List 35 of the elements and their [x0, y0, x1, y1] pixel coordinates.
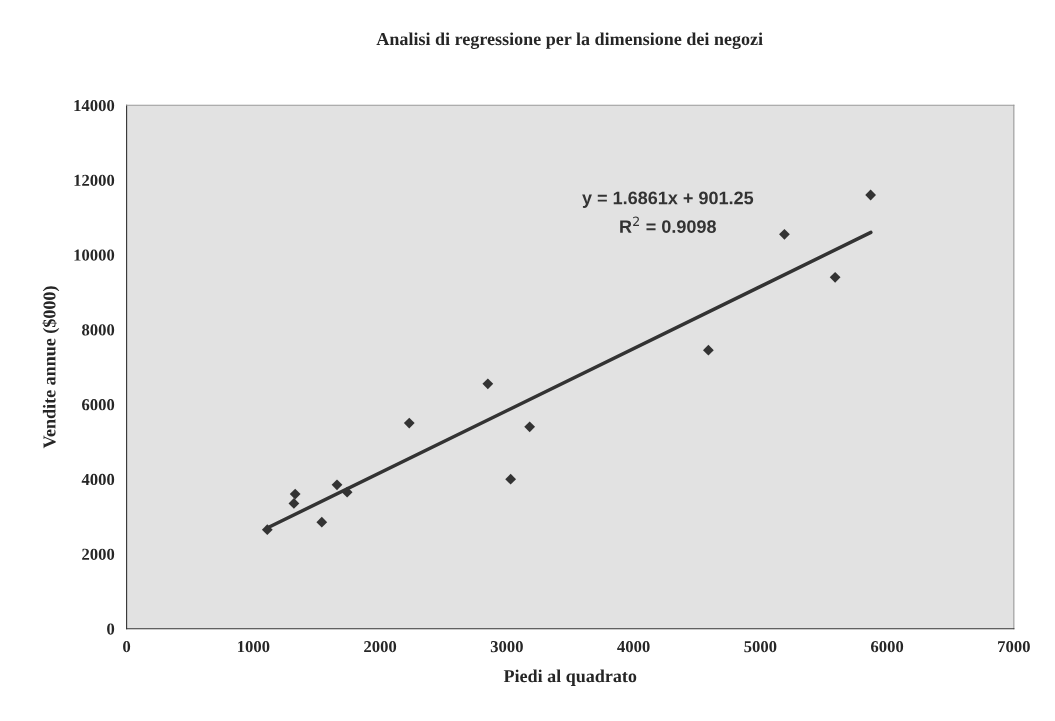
y-tick-label: 4000 [81, 473, 115, 486]
y-tick-label: 8000 [82, 324, 115, 336]
point [703, 344, 714, 356]
point [316, 516, 328, 528]
x-tick-label: 5000 [744, 641, 777, 653]
point [779, 228, 790, 240]
x-tick-label: 2000 [364, 641, 397, 653]
point [261, 524, 273, 536]
point [865, 189, 877, 201]
annotation: y = 1.6861x + 901.25 [582, 191, 754, 208]
annotation: R$^{2}$ = 0.9098 [620, 216, 716, 233]
chart-title: Analisi di regressione per la dimensione dei negozi [376, 32, 763, 49]
point [289, 488, 301, 500]
point [288, 498, 300, 509]
point [829, 271, 841, 283]
x-tick-label: 4000 [617, 641, 650, 653]
x-tick-label: 0 [123, 641, 131, 653]
y-tick-label: 12000 [74, 174, 115, 186]
point [505, 473, 517, 485]
y-tick-label: 14000 [74, 99, 115, 112]
point [524, 421, 536, 433]
point [482, 378, 494, 390]
x-tick-label: 3000 [490, 641, 523, 653]
point [331, 479, 343, 491]
x-axis-title: Piedi al quadrato [503, 669, 637, 686]
x-tick-label: 1000 [238, 641, 270, 653]
point [403, 417, 415, 429]
y-axis-title: Vendite annue ($000) [42, 286, 60, 449]
y-tick-label: 2000 [82, 548, 115, 560]
x-tick-label: 7000 [998, 641, 1030, 653]
y-tick-label: 6000 [82, 399, 115, 411]
x-tick-label: 6000 [871, 641, 904, 653]
y-tick-label: 10000 [74, 249, 115, 261]
point [341, 486, 353, 498]
y-tick-label: 0 [107, 623, 115, 635]
